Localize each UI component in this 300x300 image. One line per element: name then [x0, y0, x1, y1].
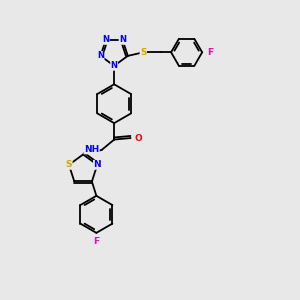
- Text: F: F: [207, 48, 213, 57]
- Text: O: O: [135, 134, 142, 142]
- Text: S: S: [66, 160, 72, 169]
- Text: N: N: [119, 35, 126, 44]
- Text: S: S: [140, 48, 147, 57]
- Text: NH: NH: [84, 145, 99, 154]
- Text: N: N: [102, 35, 109, 44]
- Text: N: N: [97, 51, 104, 60]
- Text: N: N: [111, 61, 118, 70]
- Text: N: N: [94, 160, 101, 169]
- Text: F: F: [93, 237, 99, 246]
